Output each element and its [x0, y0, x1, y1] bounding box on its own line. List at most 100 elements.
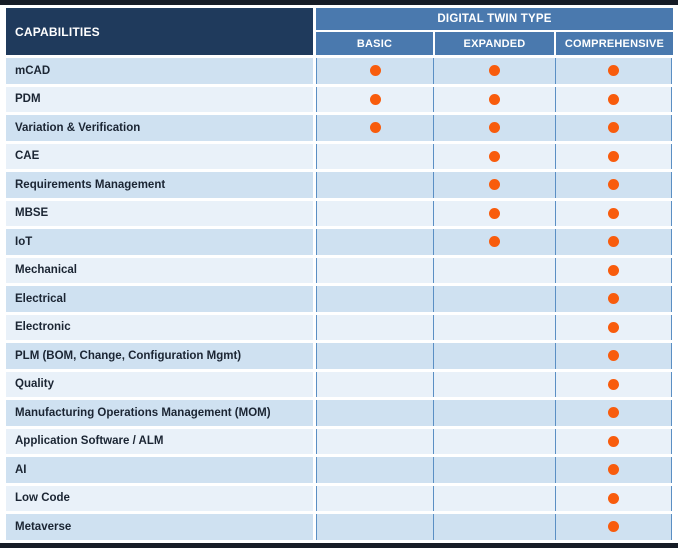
capability-dot-icon: [608, 492, 619, 504]
capability-label: mCAD: [6, 58, 313, 84]
capability-label: AI: [6, 457, 313, 483]
column-header-basic: BASIC: [316, 32, 433, 55]
table-row: Quality: [6, 371, 673, 397]
capability-dot-icon: [608, 321, 619, 333]
column-header-expanded: EXPANDED: [433, 32, 556, 55]
capability-dot-icon: [608, 521, 619, 533]
capability-dot-icon: [608, 93, 619, 105]
table-row: Electrical: [6, 286, 673, 312]
dot-cell-expanded: [433, 86, 555, 112]
capability-dot-icon: [489, 179, 500, 191]
table-row: Requirements Management: [6, 172, 673, 198]
dot-cell-expanded: [433, 514, 555, 540]
dot-cell-basic: [316, 371, 433, 397]
dot-cell-comprehensive: [555, 457, 672, 483]
capability-dot-icon: [489, 207, 500, 219]
dot-cell-expanded: [433, 172, 555, 198]
capability-dot-icon: [608, 264, 619, 276]
capability-label: CAE: [6, 143, 313, 169]
digital-twin-table: CAPABILITIES DIGITAL TWIN TYPE BASIC EXP…: [6, 8, 673, 540]
capability-dot-icon: [608, 293, 619, 305]
table-body: mCAD PDM Variation & Verification CAE Re…: [6, 58, 673, 540]
dot-cell-expanded: [433, 400, 555, 426]
table-row: IoT: [6, 229, 673, 255]
dot-cell-expanded: [433, 457, 555, 483]
capability-dot-icon: [608, 435, 619, 447]
capability-dot-icon: [608, 179, 619, 191]
capability-dot-icon: [489, 150, 500, 162]
dot-cell-basic: [316, 457, 433, 483]
dot-cell-expanded: [433, 485, 555, 511]
capability-dot-icon: [608, 236, 619, 248]
dot-cell-basic: [316, 314, 433, 340]
dot-cell-comprehensive: [555, 514, 672, 540]
dot-cell-basic: [316, 343, 433, 369]
table-row: Application Software / ALM: [6, 428, 673, 454]
capability-dot-icon: [489, 93, 500, 105]
capability-label: MBSE: [6, 200, 313, 226]
capability-dot-icon: [608, 378, 619, 390]
dot-cell-basic: [316, 200, 433, 226]
capability-dot-icon: [489, 236, 500, 248]
dot-cell-basic: [316, 485, 433, 511]
capability-label: IoT: [6, 229, 313, 255]
dot-cell-basic: [316, 514, 433, 540]
capability-label: Electrical: [6, 286, 313, 312]
table-row: Metaverse: [6, 514, 673, 540]
table-row: Electronic: [6, 314, 673, 340]
dot-cell-comprehensive: [555, 371, 672, 397]
capability-dot-icon: [489, 122, 500, 134]
dot-cell-basic: [316, 86, 433, 112]
capability-label: Requirements Management: [6, 172, 313, 198]
capability-dot-icon: [608, 207, 619, 219]
table-row: mCAD: [6, 58, 673, 84]
dot-cell-basic: [316, 58, 433, 84]
table-row: PLM (BOM, Change, Configuration Mgmt): [6, 343, 673, 369]
table-row: Manufacturing Operations Management (MOM…: [6, 400, 673, 426]
dot-cell-basic: [316, 172, 433, 198]
dot-cell-comprehensive: [555, 200, 672, 226]
capability-label: Mechanical: [6, 257, 313, 283]
capability-label: Metaverse: [6, 514, 313, 540]
capability-dot-icon: [608, 150, 619, 162]
capability-label: Variation & Verification: [6, 115, 313, 141]
dot-cell-expanded: [433, 115, 555, 141]
dot-cell-comprehensive: [555, 115, 672, 141]
dot-cell-comprehensive: [555, 400, 672, 426]
capability-dot-icon: [369, 93, 381, 105]
dot-cell-comprehensive: [555, 86, 672, 112]
capability-dot-icon: [608, 122, 619, 134]
dot-cell-basic: [316, 115, 433, 141]
table-row: Mechanical: [6, 257, 673, 283]
table-row: CAE: [6, 143, 673, 169]
dot-cell-expanded: [433, 229, 555, 255]
dot-cell-comprehensive: [555, 172, 672, 198]
dot-cell-expanded: [433, 257, 555, 283]
capability-dot-icon: [608, 407, 619, 419]
table-header: CAPABILITIES DIGITAL TWIN TYPE BASIC EXP…: [6, 8, 673, 55]
capability-label: Application Software / ALM: [6, 428, 313, 454]
dot-cell-expanded: [433, 286, 555, 312]
dot-cell-comprehensive: [555, 286, 672, 312]
table-row: PDM: [6, 86, 673, 112]
capability-label: PDM: [6, 86, 313, 112]
capabilities-header: CAPABILITIES: [6, 8, 313, 55]
table-row: MBSE: [6, 200, 673, 226]
bottom-border-bar: [0, 542, 678, 548]
capability-label: Manufacturing Operations Management (MOM…: [6, 400, 313, 426]
dot-cell-expanded: [433, 343, 555, 369]
column-header-comprehensive: COMPREHENSIVE: [556, 32, 673, 55]
dot-cell-comprehensive: [555, 257, 672, 283]
dot-cell-comprehensive: [555, 428, 672, 454]
table-row: AI: [6, 457, 673, 483]
dot-cell-comprehensive: [555, 314, 672, 340]
table-row: Variation & Verification: [6, 115, 673, 141]
dot-cell-basic: [316, 257, 433, 283]
group-header: DIGITAL TWIN TYPE: [316, 8, 673, 30]
dot-cell-expanded: [433, 314, 555, 340]
dot-cell-comprehensive: [555, 143, 672, 169]
capability-dot-icon: [608, 464, 619, 476]
dot-cell-comprehensive: [555, 485, 672, 511]
dot-cell-basic: [316, 143, 433, 169]
